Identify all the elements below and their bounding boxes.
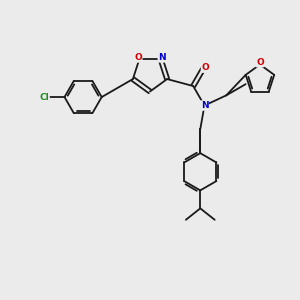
Text: O: O	[134, 53, 142, 62]
Text: O: O	[256, 58, 264, 67]
Text: O: O	[202, 63, 209, 72]
Text: N: N	[201, 101, 208, 110]
Text: N: N	[158, 53, 166, 62]
Text: Cl: Cl	[39, 93, 49, 102]
